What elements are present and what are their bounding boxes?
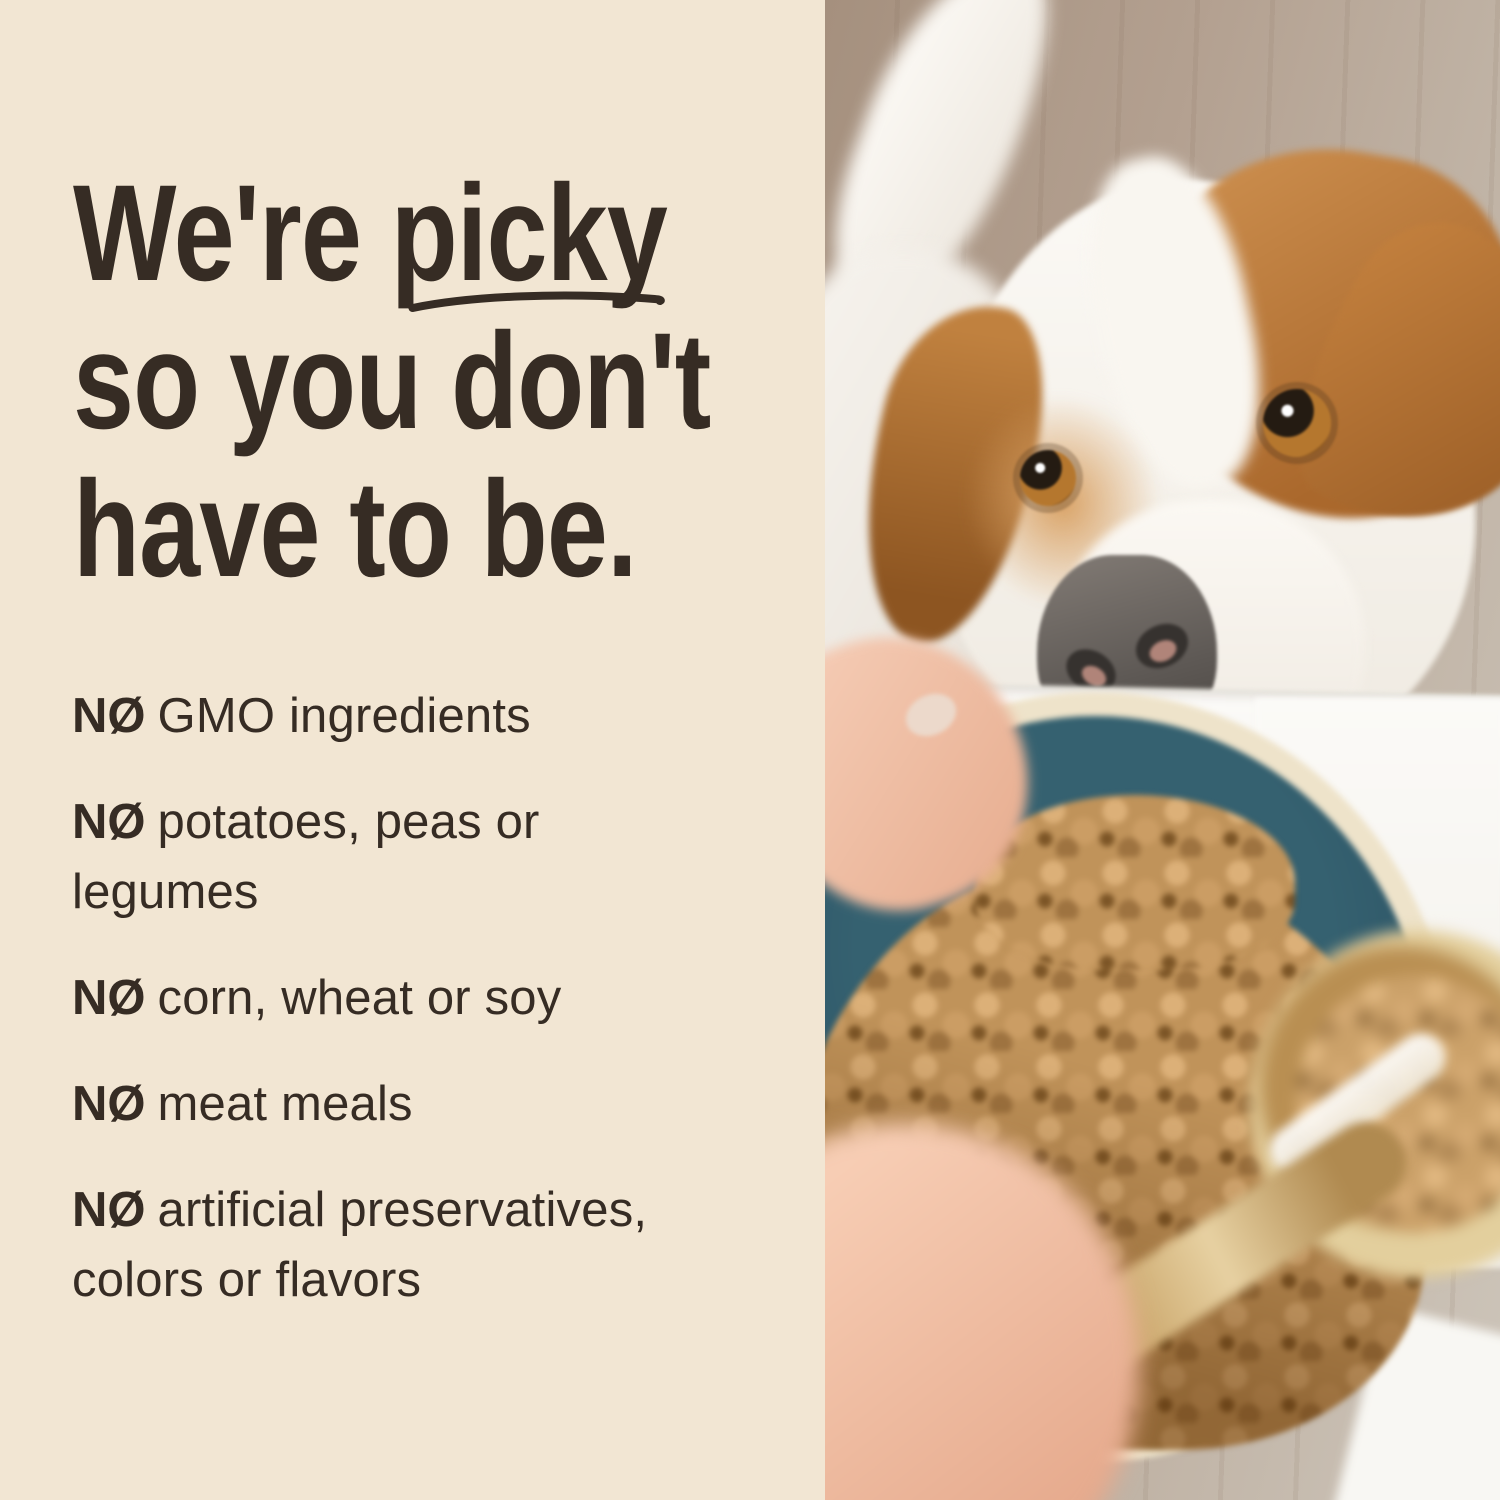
headline: We're picky so you don't have to be. bbox=[73, 157, 711, 606]
headline-word-picky: picky bbox=[390, 157, 668, 312]
headline-line-1: We're picky bbox=[73, 157, 710, 312]
headline-line-3: have to be. bbox=[73, 453, 638, 606]
list-item: NØ corn, wheat or soy bbox=[72, 963, 672, 1033]
dog-right-eye bbox=[1263, 389, 1331, 457]
dog-photo bbox=[825, 0, 1500, 1500]
kibble-heap bbox=[975, 795, 1295, 970]
dog-left-eye bbox=[1020, 450, 1076, 506]
no-claims-list: NØ GMO ingredients NØ potatoes, peas or le… bbox=[72, 681, 672, 1351]
no-symbol: NØ bbox=[72, 1183, 146, 1237]
claim-text: GMO ingredients bbox=[157, 689, 531, 743]
headline-line1-prefix: We're bbox=[73, 157, 391, 310]
no-symbol: NØ bbox=[72, 1077, 146, 1131]
claim-text: potatoes, peas or legumes bbox=[72, 795, 540, 919]
text-panel: We're picky so you don't have to be. NØ G… bbox=[0, 0, 825, 1500]
list-item: NØ potatoes, peas or legumes bbox=[72, 787, 672, 927]
claim-text: meat meals bbox=[157, 1077, 413, 1131]
no-symbol: NØ bbox=[72, 795, 146, 849]
no-symbol: NØ bbox=[72, 971, 146, 1025]
list-item: NØ GMO ingredients bbox=[72, 681, 672, 751]
list-item: NØ meat meals bbox=[72, 1069, 672, 1139]
list-item: NØ artificial preservatives, colors or fl… bbox=[72, 1175, 672, 1315]
headline-line-2: so you don't bbox=[73, 305, 711, 458]
claim-text: artificial preservatives, colors or flav… bbox=[72, 1183, 648, 1307]
no-symbol: NØ bbox=[72, 689, 146, 743]
headline-underlined-text: picky bbox=[390, 157, 668, 310]
claim-text: corn, wheat or soy bbox=[157, 971, 562, 1025]
